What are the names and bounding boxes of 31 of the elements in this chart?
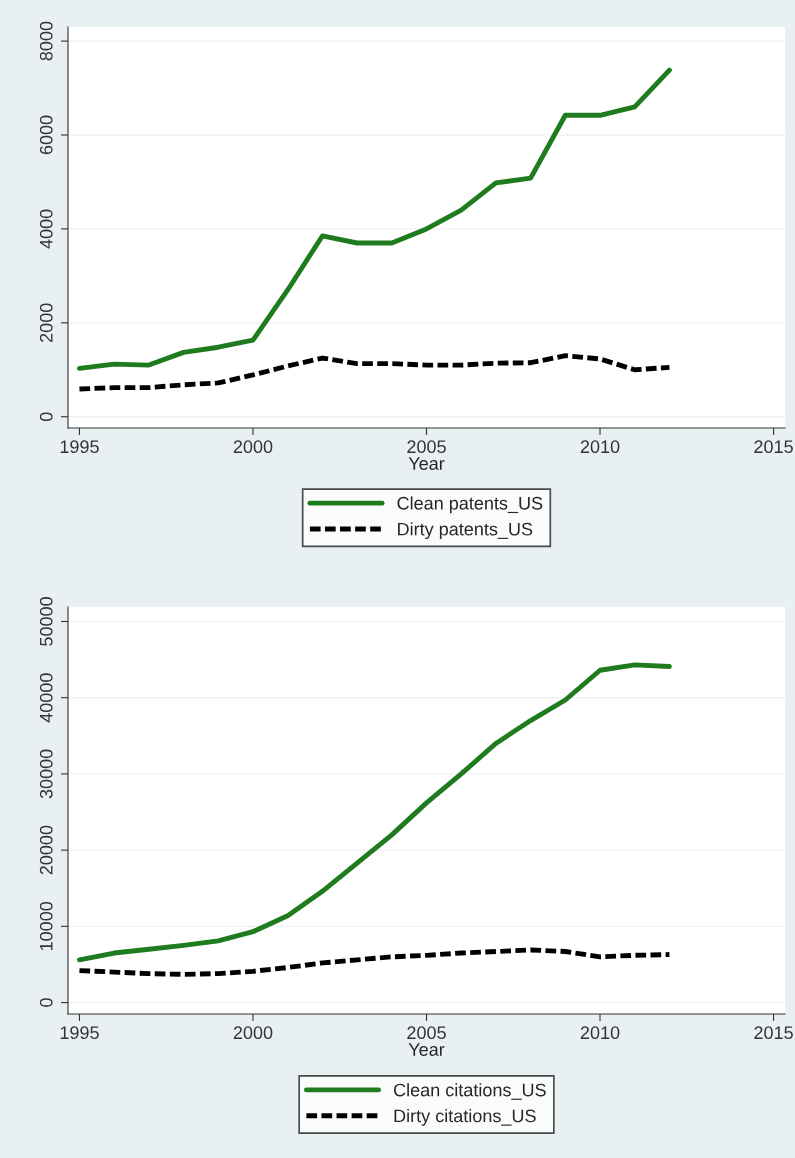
y-tick-label: 8000	[39, 21, 53, 61]
x-axis-title: Year	[408, 1043, 445, 1056]
y-tick-label: 40000	[39, 673, 53, 723]
y-tick-label: 30000	[39, 749, 53, 799]
line-series	[77, 353, 672, 392]
y-tick-label: 20000	[39, 825, 53, 875]
x-tick-label: 2015	[754, 440, 793, 454]
y-tick-label: 0	[39, 998, 53, 1007]
x-tick-label: 2000	[233, 440, 273, 454]
x-tick-label: 1995	[60, 440, 99, 454]
y-tick-label: 50000	[39, 597, 53, 646]
line-series	[77, 662, 672, 963]
x-tick-label: 2000	[233, 1026, 273, 1040]
x-tick-label: 2015	[754, 1026, 793, 1040]
x-tick-label: 2010	[580, 440, 620, 454]
x-tick-label: 2005	[407, 440, 446, 454]
legend-label: Dirty patents_US	[398, 522, 533, 540]
x-axis-title: Year	[408, 457, 445, 470]
line-series	[77, 67, 672, 371]
x-tick-label: 1995	[60, 1026, 99, 1040]
legend-label: Clean patents_US	[397, 496, 543, 514]
x-tick-label: 2005	[407, 1026, 446, 1040]
y-tick-label: 4000	[39, 209, 53, 249]
legend-label: Dirty citations_US	[394, 1109, 536, 1126]
y-tick-label: 10000	[39, 901, 53, 951]
y-tick-label: 0	[39, 412, 53, 422]
line-series	[77, 947, 672, 977]
y-tick-label: 2000	[39, 303, 53, 342]
x-tick-label: 2010	[580, 1026, 620, 1040]
y-tick-label: 6000	[39, 115, 53, 155]
legend-label: Clean citations_US	[393, 1083, 546, 1100]
